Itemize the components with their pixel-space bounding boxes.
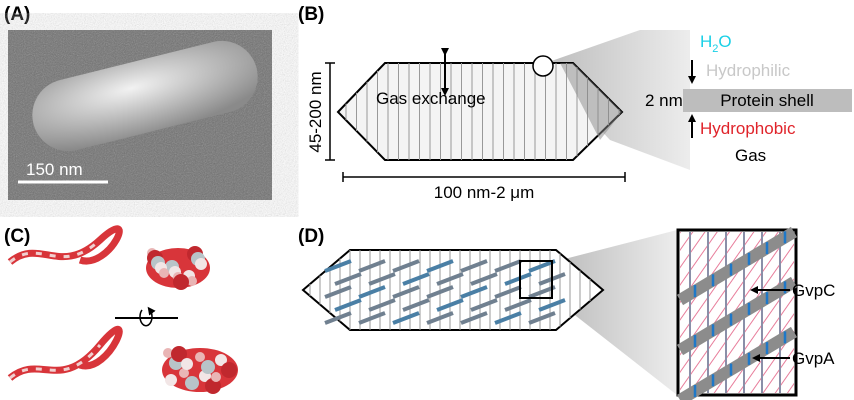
surface-patch xyxy=(181,358,193,370)
surface-patch xyxy=(195,258,207,270)
water-label: H2O xyxy=(700,32,732,55)
hydrophobic-label: Hydrophobic xyxy=(700,119,796,138)
panel-label: (C) xyxy=(4,226,30,247)
surface-patch xyxy=(201,360,215,374)
height-label: 45-200 nm xyxy=(306,71,325,152)
zoom-circle xyxy=(533,56,553,76)
length-label: 100 nm-2 μm xyxy=(434,183,535,202)
scale-label: 150 nm xyxy=(26,160,83,179)
gas-label: Gas xyxy=(735,146,766,165)
hydrophilic-label: Hydrophilic xyxy=(706,61,791,80)
water-o: O xyxy=(718,32,731,51)
gvpa-label: GvpA xyxy=(792,349,835,368)
protein-structures xyxy=(10,229,238,394)
center-label: Gas exchange xyxy=(376,89,486,108)
thickness-label: 2 nm xyxy=(645,91,683,110)
panel-label: (D) xyxy=(298,226,324,247)
surface-patch xyxy=(165,374,177,386)
surface-patch xyxy=(211,372,221,382)
shell-label: Protein shell xyxy=(720,91,814,110)
surface-patch xyxy=(221,362,237,378)
panel-label: (B) xyxy=(298,4,324,25)
figure: (A) 150 nm (B) Gas exchange 45-200 nm 10… xyxy=(0,0,854,400)
panel-label: (A) xyxy=(4,4,30,25)
surface-patch xyxy=(173,274,189,290)
surface-patch xyxy=(159,268,169,278)
water-h: H xyxy=(700,32,712,51)
surface-patch xyxy=(185,376,199,390)
gvpc-label: GvpC xyxy=(792,281,835,300)
surface-patch xyxy=(195,352,205,362)
